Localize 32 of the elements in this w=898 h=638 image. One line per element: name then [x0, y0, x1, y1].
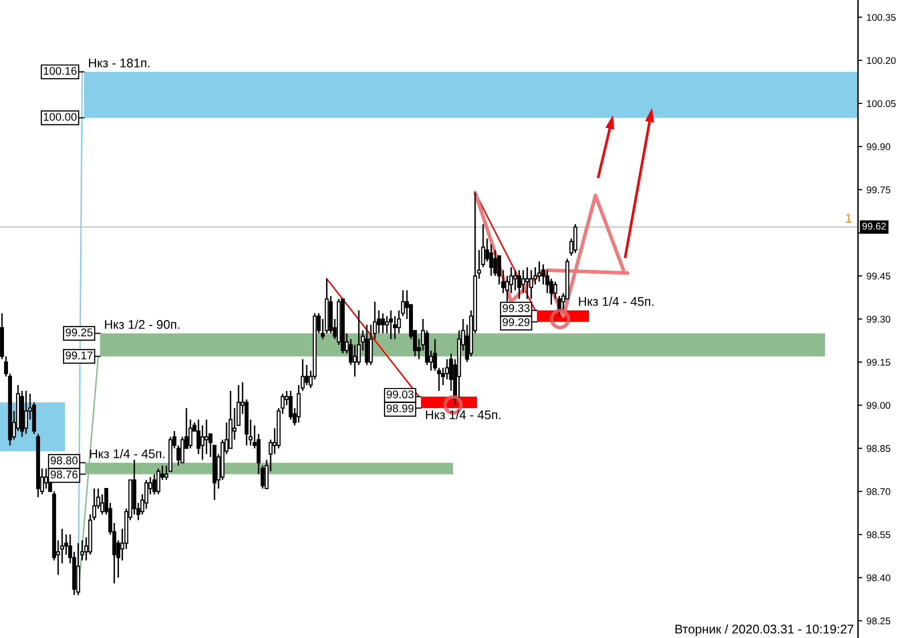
annotation: 99.29 — [502, 318, 530, 326]
ref-line-label: 99.62 — [862, 222, 886, 230]
band-label: Нкз 1/4 - 45п. — [579, 296, 654, 306]
band-label: Нкз - 181п. — [89, 58, 150, 68]
band-label: Нкз 1/4 - 45п. — [426, 410, 500, 420]
y-tick-label: 98.70 — [866, 488, 890, 496]
annotation: 98.80 — [50, 456, 78, 464]
y-tick-label: 100.05 — [867, 100, 896, 108]
annotation: 1 — [846, 214, 852, 222]
y-tick-label: 98.40 — [866, 574, 890, 582]
annotation: 99.17 — [66, 351, 92, 360]
band-label: Нкз 1/2 - 90п. — [105, 320, 180, 329]
y-tick-label: 99.00 — [866, 402, 890, 409]
annotation: 99.03 — [386, 390, 414, 398]
annotation: 98.99 — [386, 404, 414, 412]
annotation: 100.00 — [44, 112, 77, 121]
annotation: 98.76 — [50, 470, 78, 478]
annotation: 99.25 — [66, 328, 93, 336]
y-tick-label: 100.20 — [867, 57, 896, 64]
y-tick-label: 99.75 — [866, 186, 890, 194]
y-tick-label: 98.85 — [866, 445, 890, 452]
band-label: Нкз 1/4 - 45п. — [90, 449, 164, 458]
y-tick-label: 98.25 — [866, 617, 890, 624]
annotation: 100.16 — [44, 66, 77, 75]
y-tick-label: 98.55 — [866, 531, 890, 538]
y-tick-label: 99.15 — [866, 358, 890, 366]
annotation: Вторник / 2020.03.31 - 10:19:27 — [676, 624, 854, 636]
y-tick-label: 99.45 — [866, 272, 890, 280]
y-tick-label: 99.90 — [866, 143, 890, 150]
y-tick-label: 99.30 — [866, 316, 890, 323]
y-tick-label: 100.35 — [867, 14, 896, 21]
annotation: 99.33 — [502, 304, 530, 312]
